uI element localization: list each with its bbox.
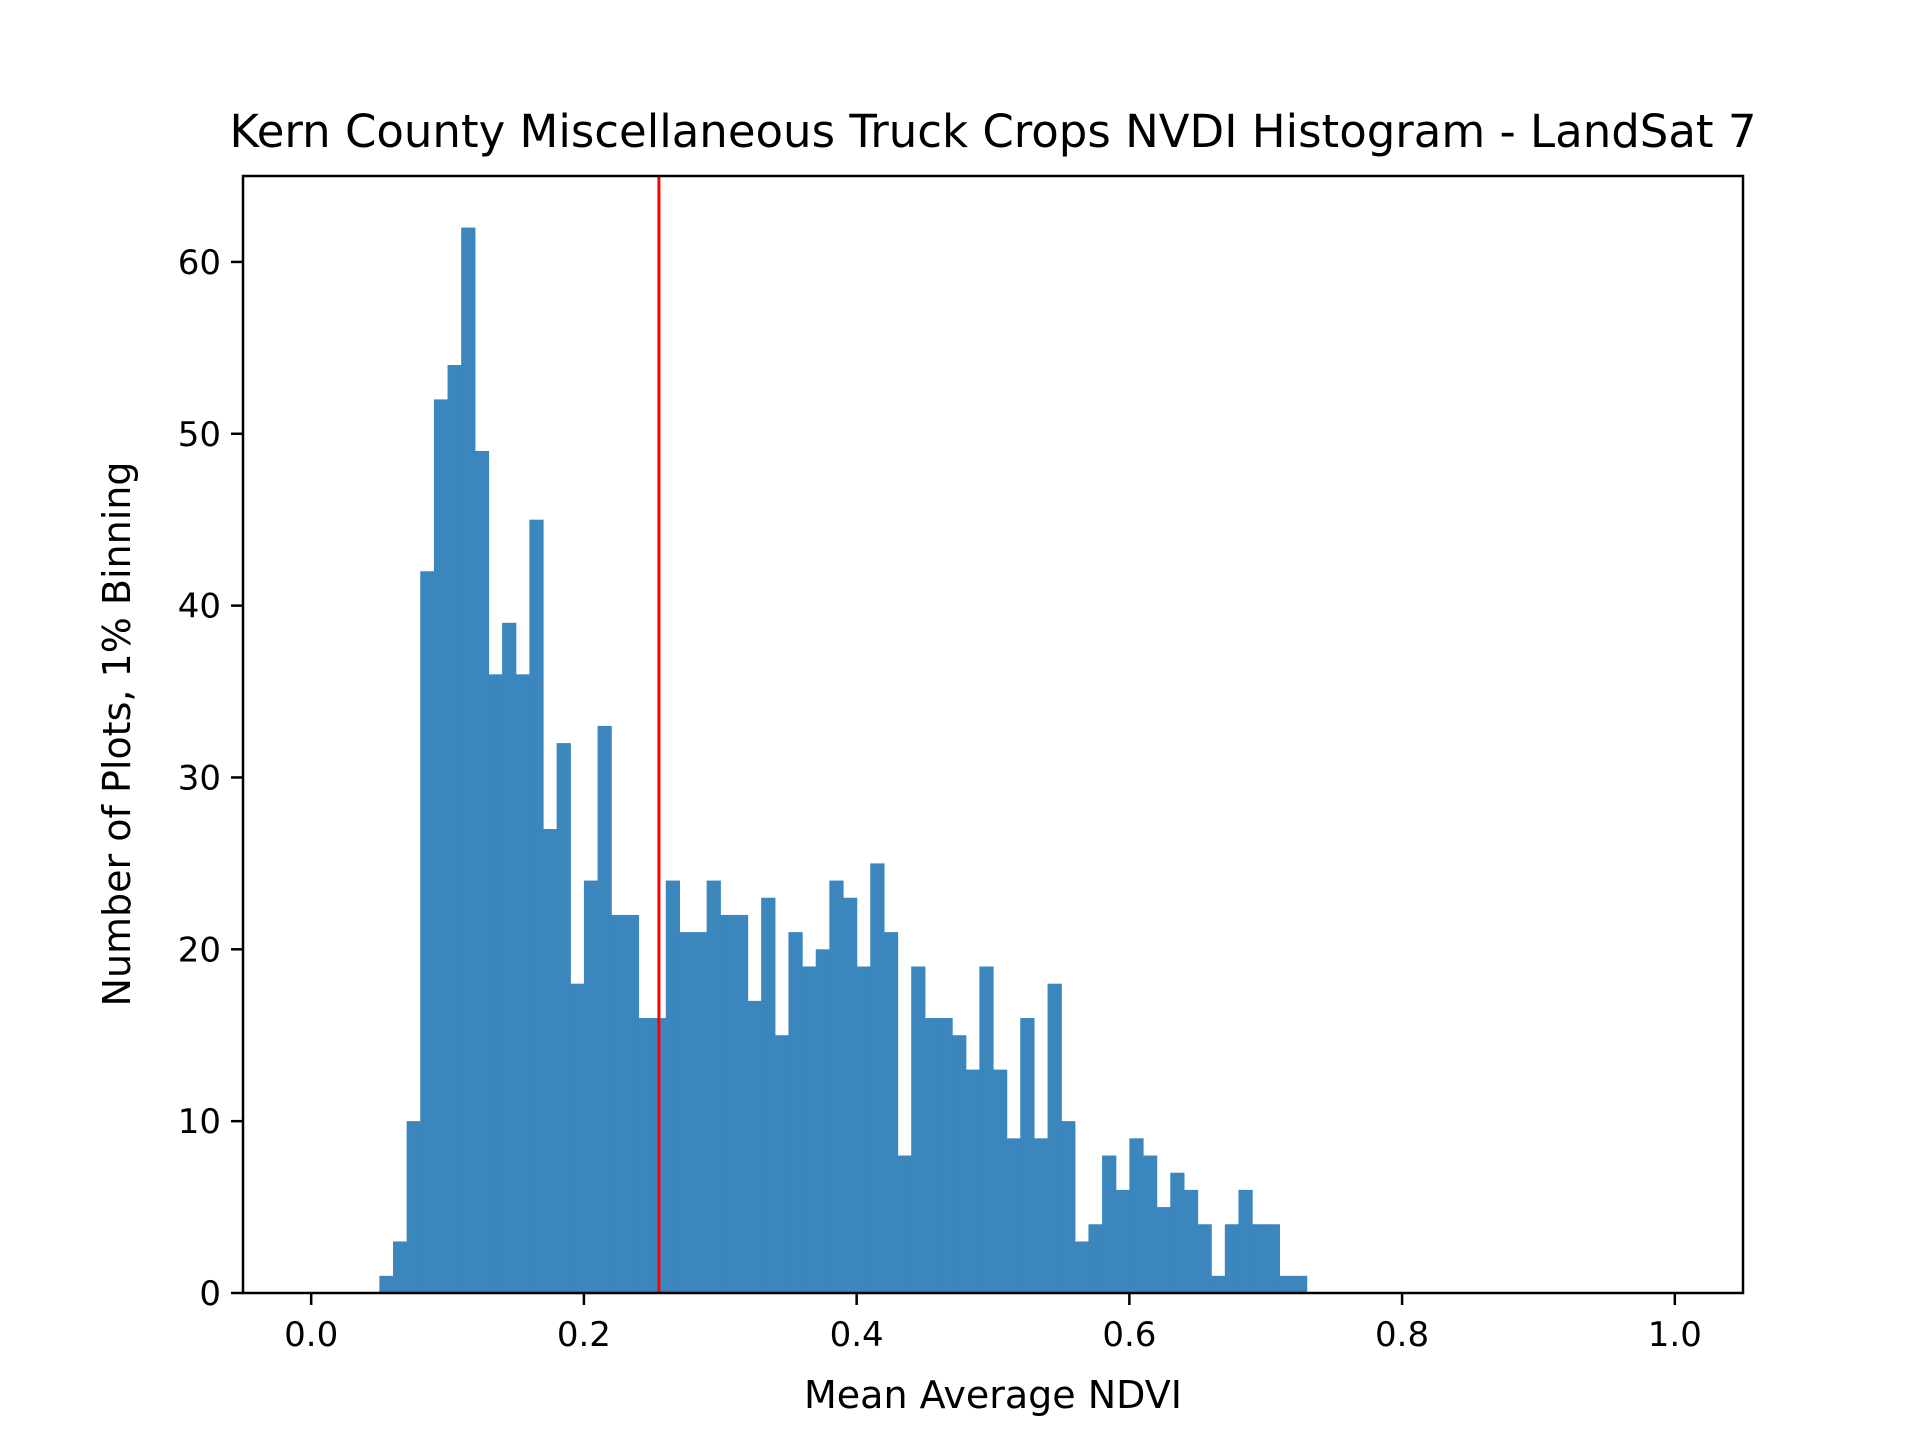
histogram-bar — [1033, 1138, 1049, 1293]
histogram-bar — [706, 880, 721, 1293]
histogram-bar — [1293, 1275, 1308, 1293]
histogram-bar — [474, 450, 490, 1293]
histogram-bar — [611, 914, 626, 1293]
histogram-bar — [1074, 1241, 1090, 1293]
histogram-bar — [733, 914, 749, 1293]
histogram-bar — [1102, 1155, 1117, 1293]
histogram-bar — [1238, 1189, 1253, 1293]
x-axis-label: Mean Average NDVI — [804, 1373, 1182, 1417]
histogram-bar — [993, 1069, 1008, 1293]
histogram-bar — [420, 571, 435, 1293]
x-axis-ticks: 0.0 0.2 0.4 0.6 0.8 1.0 — [284, 1293, 1702, 1355]
histogram-bar — [843, 897, 858, 1293]
y-axis-label: Number of Plots, 1% Binning — [95, 462, 139, 1007]
histogram-bar — [515, 674, 530, 1293]
histogram-bar — [788, 932, 803, 1293]
histogram-bar — [952, 1035, 967, 1293]
histogram-bar — [883, 932, 899, 1293]
y-tick-label: 30 — [178, 758, 221, 798]
y-tick-label: 10 — [178, 1102, 221, 1142]
x-tick-label: 0.0 — [284, 1315, 338, 1355]
chart-title: Kern County Miscellaneous Truck Crops NV… — [229, 105, 1756, 158]
histogram-bar — [720, 914, 735, 1293]
histogram-bar — [1211, 1275, 1226, 1293]
histogram-bar — [802, 966, 817, 1293]
histogram-bar — [1197, 1224, 1212, 1293]
y-tick-label: 0 — [199, 1274, 221, 1314]
histogram-bar — [1265, 1224, 1280, 1293]
y-axis-ticks: 0 10 20 30 40 50 60 — [178, 243, 243, 1314]
histogram-bar — [570, 983, 585, 1293]
histogram-bar — [556, 743, 571, 1293]
histogram-bar — [870, 863, 885, 1293]
histogram-bar — [1061, 1121, 1076, 1293]
histogram-bar — [774, 1035, 790, 1293]
histogram-bar — [1170, 1172, 1185, 1293]
x-tick-label: 0.6 — [1102, 1315, 1156, 1355]
histogram-bar — [665, 880, 680, 1293]
histogram-bar — [393, 1241, 408, 1293]
histogram-bar — [1129, 1138, 1144, 1293]
histogram-bar — [502, 622, 517, 1293]
histogram-bar — [938, 1018, 953, 1293]
histogram-bars — [379, 227, 1308, 1293]
histogram-bar — [1047, 983, 1062, 1293]
histogram-bar — [1143, 1155, 1158, 1293]
histogram-bar — [1088, 1224, 1103, 1293]
histogram-bar — [461, 227, 476, 1293]
x-tick-label: 0.4 — [830, 1315, 884, 1355]
y-tick-label: 50 — [178, 415, 221, 455]
histogram-bar — [379, 1275, 394, 1293]
histogram-bar — [979, 966, 994, 1293]
histogram-bar — [965, 1069, 980, 1293]
histogram-bar — [543, 829, 558, 1293]
histogram-bar — [693, 932, 708, 1293]
histogram-bar — [488, 674, 503, 1293]
plot-frame — [241, 174, 1745, 1295]
histogram-bar — [747, 1000, 762, 1293]
histogram-bar — [1020, 1018, 1035, 1293]
histogram-bar — [529, 519, 544, 1293]
histogram-bar — [1006, 1138, 1021, 1293]
y-tick-label: 40 — [178, 587, 221, 627]
histogram-bar — [924, 1018, 940, 1293]
histogram-bar — [761, 897, 776, 1293]
histogram-bar — [1183, 1189, 1199, 1293]
histogram-bar — [597, 725, 612, 1293]
histogram-bar — [583, 880, 599, 1293]
histogram-bar — [897, 1155, 912, 1293]
histogram-bar — [679, 932, 694, 1293]
x-tick-label: 1.0 — [1648, 1315, 1702, 1355]
histogram-bar — [638, 1018, 653, 1293]
histogram-bar — [433, 399, 449, 1293]
histogram-bar — [1156, 1207, 1171, 1293]
x-tick-label: 0.2 — [557, 1315, 611, 1355]
histogram-bar — [829, 880, 844, 1293]
histogram-bar — [624, 914, 640, 1293]
histogram-bar — [1224, 1224, 1240, 1293]
histogram-bar — [1252, 1224, 1267, 1293]
histogram-bar — [911, 966, 926, 1293]
y-tick-label: 60 — [178, 243, 221, 283]
histogram-bar — [856, 966, 871, 1293]
histogram-bar — [406, 1121, 421, 1293]
x-tick-label: 0.8 — [1375, 1315, 1429, 1355]
histogram-bar — [447, 365, 462, 1293]
histogram-bar — [1115, 1189, 1130, 1293]
histogram-bar — [815, 949, 830, 1293]
y-tick-label: 20 — [178, 930, 221, 970]
histogram-bar — [1279, 1275, 1294, 1293]
